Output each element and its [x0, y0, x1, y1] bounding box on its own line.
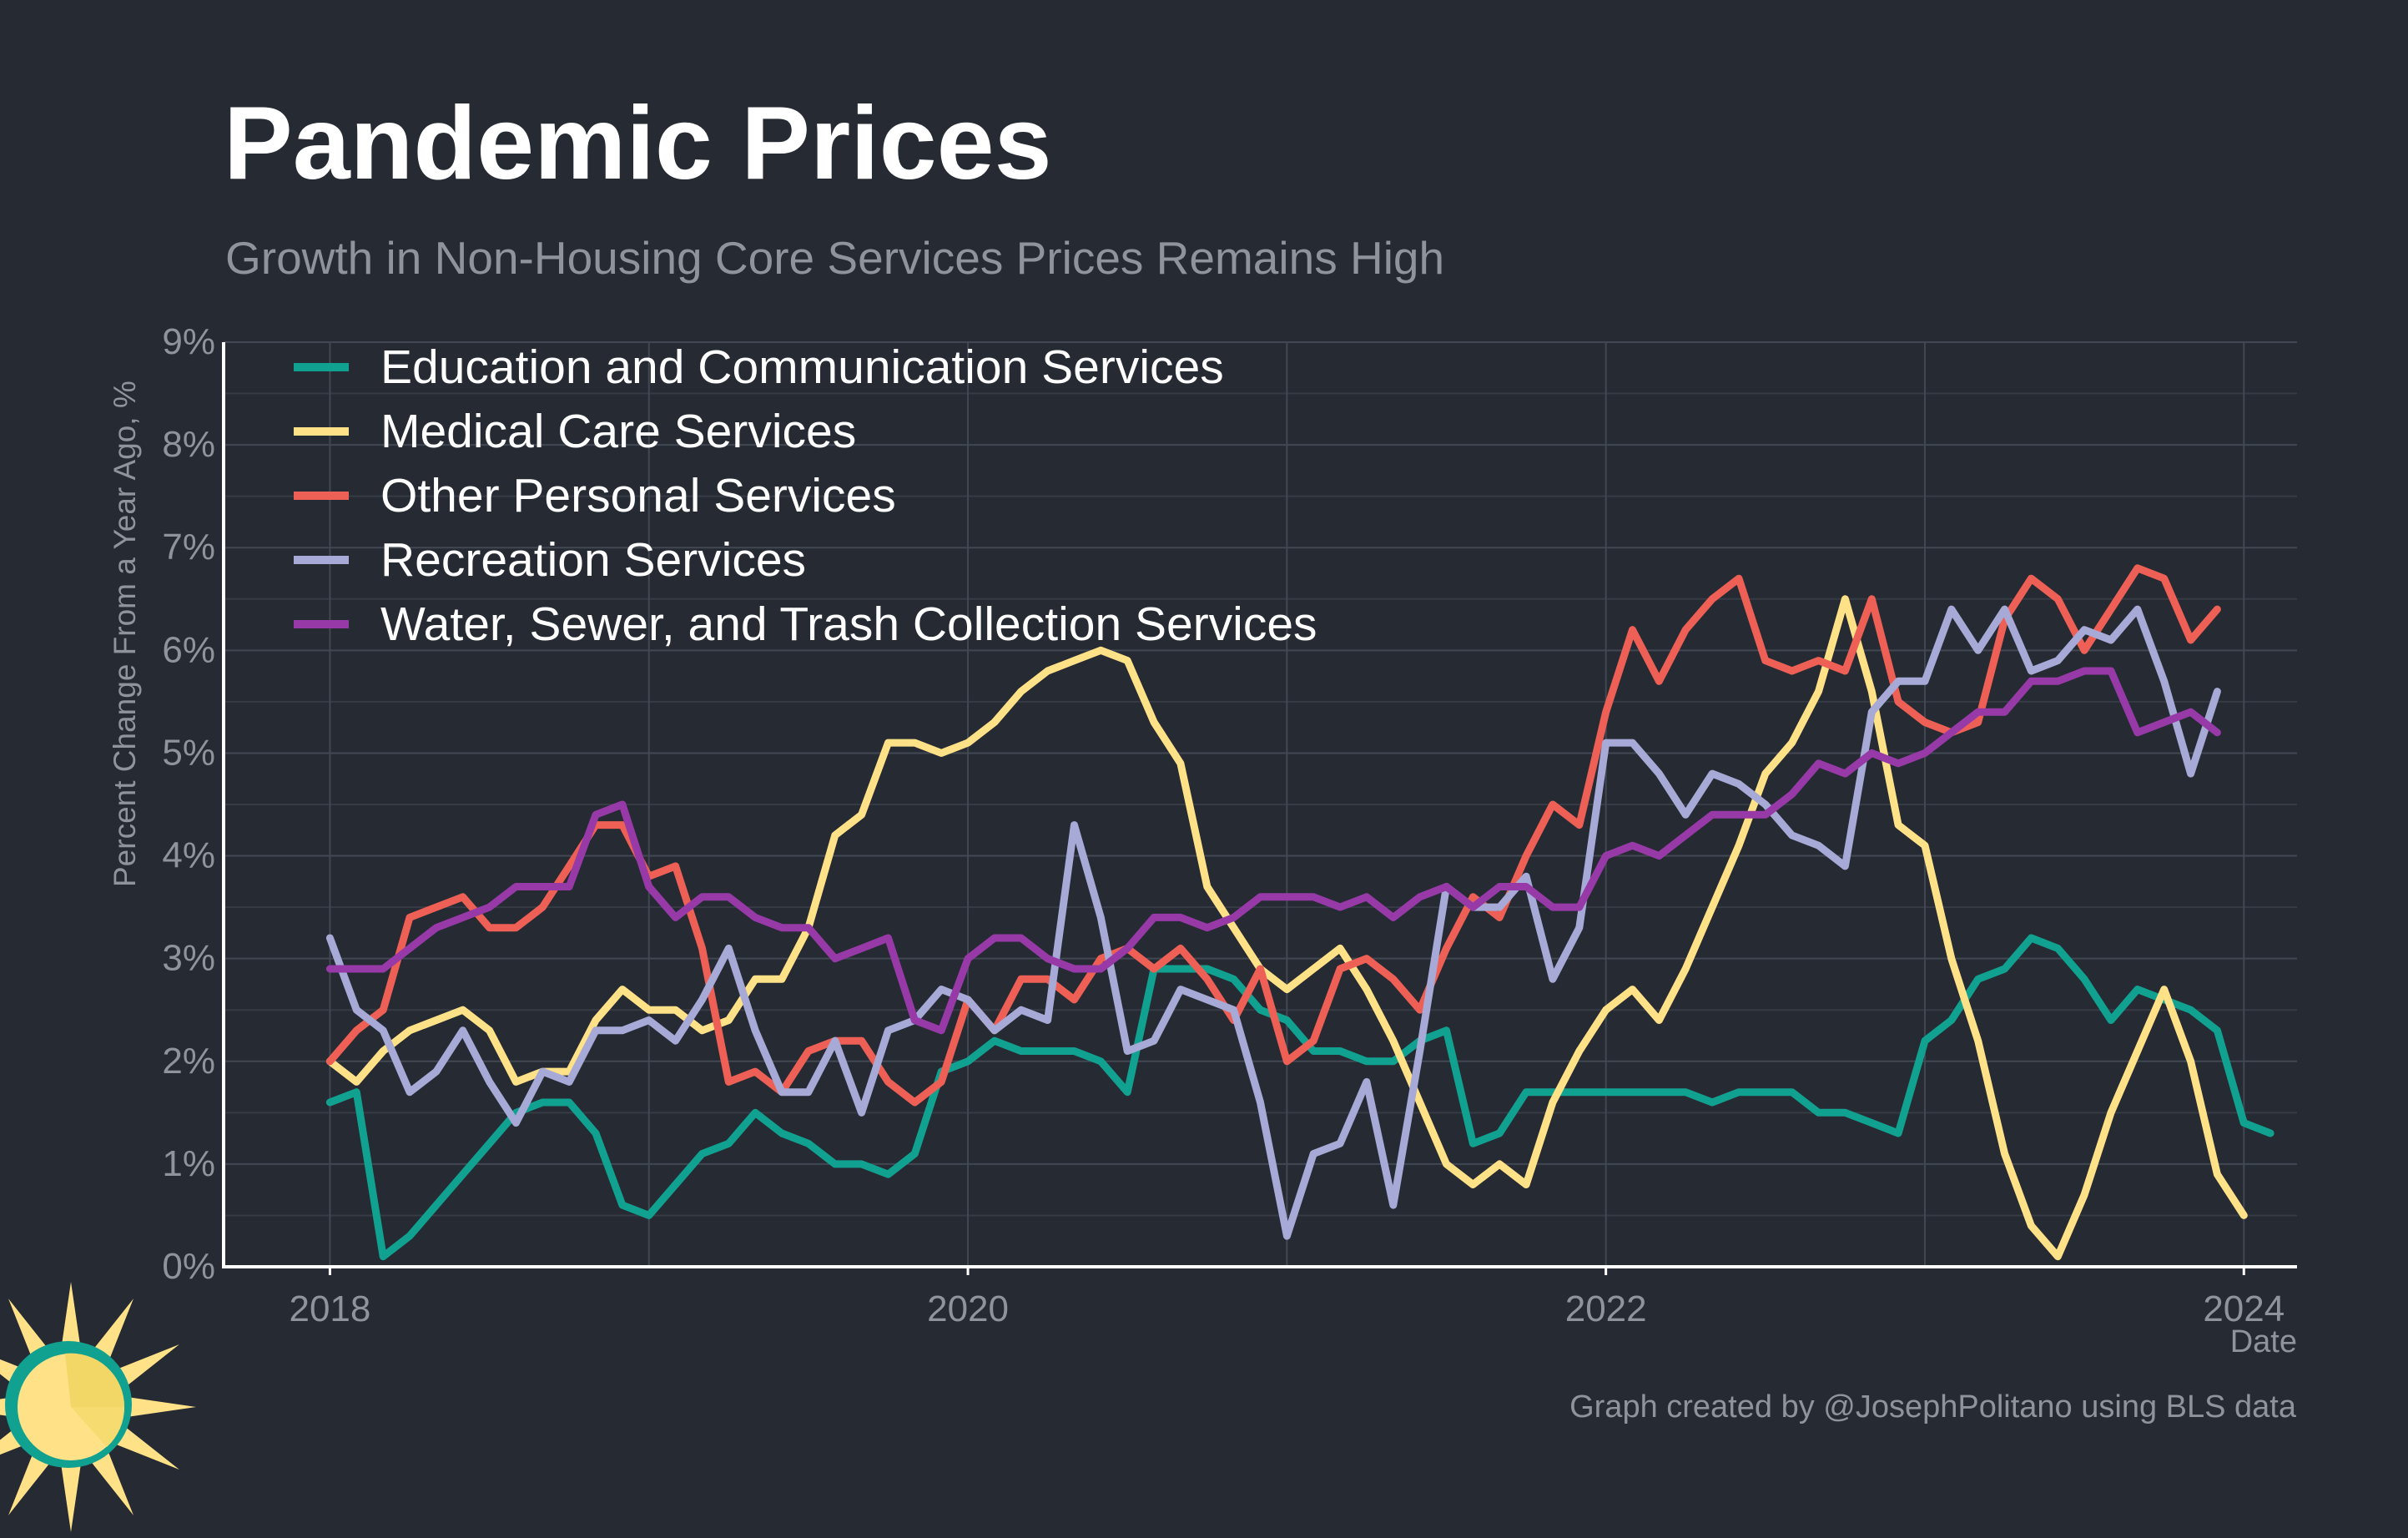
grid-lines	[224, 341, 2297, 1267]
x-tick-label: 2024	[2203, 1288, 2285, 1329]
legend-label: Water, Sewer, and Trash Collection Servi…	[380, 598, 1317, 651]
legend-label: Medical Care Services	[380, 405, 856, 458]
legend-label: Other Personal Services	[380, 469, 896, 522]
y-tick-label: 9%	[162, 321, 215, 362]
series-line	[325, 934, 2275, 1261]
legend: Education and Communication Services Medi…	[294, 340, 1317, 651]
series-line	[325, 595, 2248, 1261]
y-tick-label: 4%	[162, 835, 215, 876]
chart-subtitle: Growth in Non-Housing Core Services Pric…	[225, 232, 1445, 284]
axes	[222, 342, 2297, 1268]
y-tick-label: 6%	[162, 629, 215, 670]
y-tick-label: 1%	[162, 1143, 215, 1184]
chart-title: Pandemic Prices	[224, 86, 1052, 201]
series-lines	[325, 564, 2275, 1261]
x-tick-label: 2020	[927, 1288, 1009, 1329]
y-tick-label: 2%	[162, 1041, 215, 1082]
series-line	[325, 605, 2221, 1240]
y-tick-label: 0%	[162, 1246, 215, 1287]
y-tick-label: 3%	[162, 938, 215, 979]
legend-label: Recreation Services	[380, 533, 806, 587]
sun-logo-icon	[0, 1282, 196, 1532]
legend-label: Education and Communication Services	[380, 340, 1224, 394]
y-tick-label: 8%	[162, 424, 215, 465]
x-tick-label: 2018	[289, 1288, 370, 1329]
y-tick-label: 7%	[162, 527, 215, 567]
series-line	[325, 667, 2221, 1035]
y-axis-ticks: 0% 1% 2% 3% 4% 5% 6% 7% 8% 9%	[162, 321, 215, 1287]
credit-text: Graph created by @JosephPolitano using B…	[1569, 1389, 2296, 1425]
x-axis-ticks: 2018 2020 2022 2024	[289, 1267, 2285, 1329]
x-axis-label: Date	[2230, 1324, 2297, 1359]
y-axis-label: Percent Change From a Year Ago, %	[108, 381, 142, 887]
x-tick-label: 2022	[1565, 1288, 1647, 1329]
y-tick-label: 5%	[162, 732, 215, 773]
